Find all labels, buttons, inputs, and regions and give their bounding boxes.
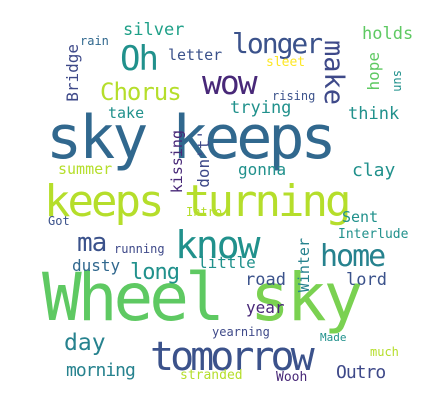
word-wooh: Wooh bbox=[276, 370, 308, 385]
word-long: long bbox=[130, 260, 180, 285]
word-summer: summer bbox=[58, 160, 113, 178]
word-cloud: Wheel sky sky keeps keeps turning tomorr… bbox=[40, 10, 415, 388]
word-sky-mid: sky bbox=[46, 103, 148, 173]
word-silver: silver bbox=[123, 20, 185, 40]
word-tomorrow: tomorrow bbox=[150, 334, 315, 380]
word-lord: lord bbox=[346, 270, 387, 290]
word-little: little bbox=[198, 253, 256, 272]
word-running: running bbox=[114, 242, 165, 256]
word-outro: Outro bbox=[336, 362, 386, 383]
word-think: think bbox=[348, 104, 400, 124]
word-bridge: Bridge bbox=[63, 44, 82, 102]
word-year: year bbox=[246, 298, 285, 317]
word-wow: wow bbox=[202, 63, 258, 102]
word-rising: rising bbox=[272, 89, 316, 103]
word-winter: Winter bbox=[295, 238, 313, 293]
word-wheel: Wheel bbox=[42, 259, 225, 336]
word-gonna: gonna bbox=[238, 160, 287, 179]
word-interlude: Interlude bbox=[338, 227, 409, 242]
word-sleet: sleet bbox=[266, 55, 306, 70]
word-kissing: kissing bbox=[168, 130, 186, 194]
word-made: Made bbox=[320, 331, 347, 344]
word-day: day bbox=[64, 330, 106, 356]
word-sun: sun bbox=[391, 70, 405, 92]
word-dusty: dusty bbox=[72, 256, 121, 275]
word-yearning: yearning bbox=[212, 325, 270, 339]
word-ma: ma bbox=[77, 228, 107, 258]
word-road: road bbox=[245, 270, 286, 290]
word-sent: Sent bbox=[342, 208, 379, 226]
word-oh: Oh bbox=[120, 39, 159, 79]
word-holds: holds bbox=[362, 24, 414, 44]
word-home: home bbox=[320, 239, 386, 274]
word-sky-big: sky bbox=[250, 259, 363, 336]
word-much: much bbox=[370, 345, 399, 359]
word-clay: clay bbox=[352, 160, 396, 181]
word-trying: trying bbox=[230, 98, 292, 118]
word-turning: turning bbox=[184, 176, 351, 227]
word-intro: Intro bbox=[186, 205, 223, 219]
word-dont: don't' bbox=[194, 130, 213, 188]
word-stranded: stranded bbox=[180, 368, 243, 383]
word-rain: rain bbox=[80, 34, 109, 48]
word-make: make bbox=[318, 40, 349, 106]
word-morning: morning bbox=[66, 360, 136, 381]
word-chorus: Chorus bbox=[100, 78, 182, 106]
word-know: know bbox=[175, 223, 261, 267]
word-letter: letter bbox=[168, 46, 223, 64]
word-keeps-low: keeps bbox=[44, 176, 164, 227]
word-got: Got bbox=[48, 214, 70, 228]
word-hope: hope bbox=[364, 52, 383, 91]
word-take: take bbox=[108, 104, 145, 122]
word-longer: longer bbox=[232, 27, 323, 60]
word-keeps-mid: keeps bbox=[172, 103, 337, 173]
